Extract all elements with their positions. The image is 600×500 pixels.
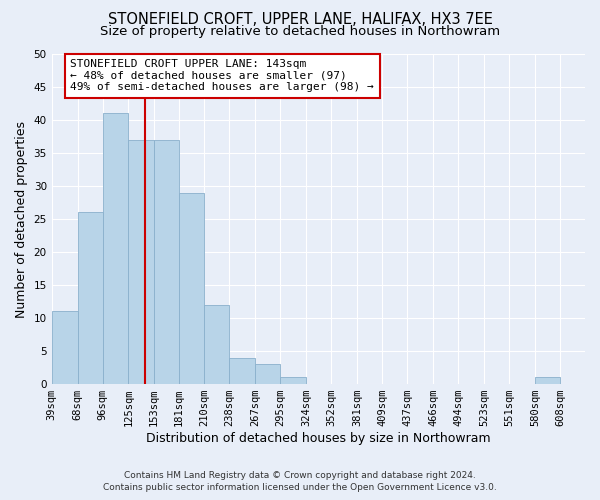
Bar (535, 378, 560, 384)
X-axis label: Distribution of detached houses by size in Northowram: Distribution of detached houses by size … (146, 432, 491, 445)
Bar (52, 312, 77, 384)
Text: STONEFIELD CROFT, UPPER LANE, HALIFAX, HX3 7EE: STONEFIELD CROFT, UPPER LANE, HALIFAX, H… (107, 12, 493, 28)
Bar (179, 192, 205, 384)
Bar (77, 212, 103, 384)
Text: Size of property relative to detached houses in Northowram: Size of property relative to detached ho… (100, 25, 500, 38)
Y-axis label: Number of detached properties: Number of detached properties (15, 120, 28, 318)
Bar (256, 364, 280, 384)
Bar (128, 140, 154, 384)
Text: STONEFIELD CROFT UPPER LANE: 143sqm
← 48% of detached houses are smaller (97)
49: STONEFIELD CROFT UPPER LANE: 143sqm ← 48… (70, 60, 374, 92)
Bar (103, 114, 128, 384)
Bar (205, 305, 229, 384)
Bar (154, 140, 179, 384)
Bar (280, 378, 306, 384)
Text: Contains HM Land Registry data © Crown copyright and database right 2024.
Contai: Contains HM Land Registry data © Crown c… (103, 471, 497, 492)
Bar (229, 358, 256, 384)
